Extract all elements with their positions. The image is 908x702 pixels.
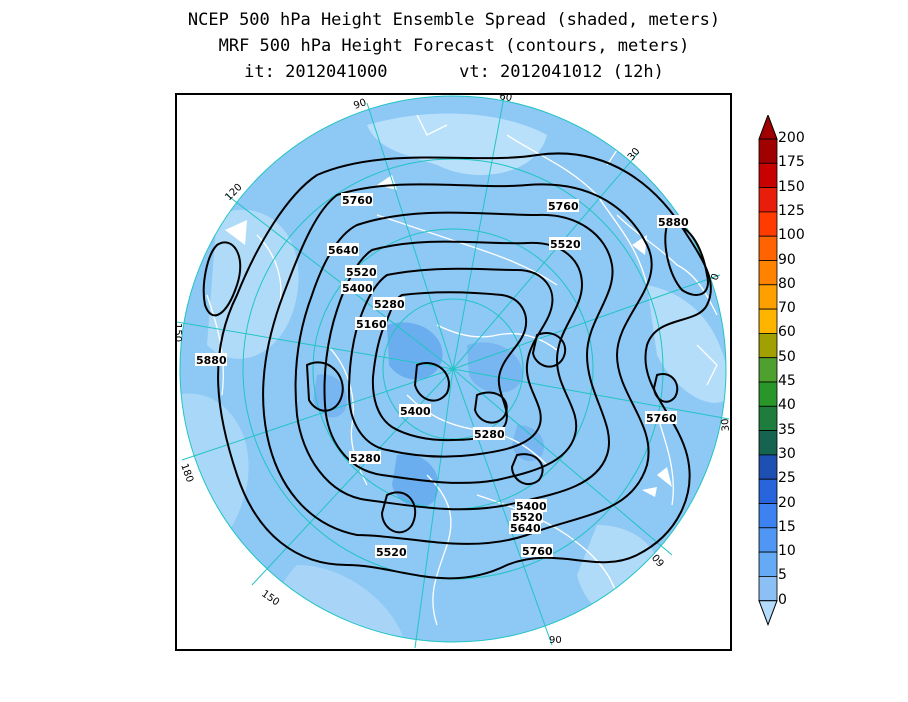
height-contours (202, 152, 712, 580)
contour-label: 5520 (550, 238, 581, 251)
map-frame: 60 30 0 30 60 90 120 150 180 150 120 90 (175, 93, 732, 651)
colorbar-bottom-arrow (758, 600, 778, 627)
colorbar-segment (758, 138, 778, 164)
colorbar-segment (758, 260, 778, 286)
colorbar-label: 25 (778, 470, 796, 487)
colorbar-label: 45 (778, 373, 796, 389)
colorbar-segment (758, 527, 778, 553)
polar-map: 60 30 0 30 60 90 120 150 180 150 120 90 (177, 95, 730, 649)
contour-label: 5760 (548, 200, 579, 213)
colorbar-segment (758, 162, 778, 188)
colorbar-label: 150 (778, 178, 805, 195)
ocean-area (647, 285, 726, 403)
contour-label: 5520 (376, 546, 407, 559)
colorbar-scale (758, 113, 778, 627)
colorbar-label: 5 (778, 567, 787, 584)
colorbar-label: 20 (778, 494, 796, 511)
lon-label: 30 (720, 418, 730, 432)
lon-label: 60 (498, 95, 512, 104)
contour-label: 5160 (356, 318, 387, 331)
contour-label: 5880 (658, 216, 689, 229)
contour-label: 5760 (522, 545, 553, 558)
colorbar-segment (758, 357, 778, 383)
contour-labels: 5760 5760 5880 5640 5520 5520 5400 5280 … (195, 193, 689, 559)
colorbar-label: 30 (778, 445, 796, 462)
colorbar-label: 100 (778, 227, 805, 244)
lon-label: 0 (709, 272, 722, 282)
colorbar-label: 10 (778, 543, 796, 560)
colorbar-label: 50 (778, 348, 796, 365)
colorbar-segment (758, 381, 778, 407)
colorbar-segment (758, 478, 778, 504)
contour-label: 5400 (342, 282, 373, 295)
lon-label: 90 (549, 635, 562, 646)
colorbar-label: 60 (778, 324, 796, 341)
colorbar-label: 70 (778, 300, 796, 317)
chart-title-line1: NCEP 500 hPa Height Ensemble Spread (sha… (187, 10, 721, 30)
colorbar-segment (758, 211, 778, 237)
colorbar-label: 90 (778, 251, 796, 268)
colorbar-segment (758, 187, 778, 213)
contour-label: 5640 (328, 244, 359, 257)
colorbar-segment (758, 308, 778, 334)
colorbar-segment (758, 454, 778, 480)
contour-label: 5760 (342, 194, 373, 207)
colorbar-label: 125 (778, 202, 805, 219)
contour-label: 5520 (346, 266, 377, 279)
ocean-area (207, 209, 299, 359)
colorbar-segment (758, 430, 778, 456)
colorbar-segment (758, 405, 778, 431)
colorbar-label: 175 (778, 154, 805, 171)
colorbar-label: 40 (778, 397, 796, 414)
chart-title-line3: it: 2012041000 vt: 2012041012 (12h) (244, 62, 664, 82)
colorbar-label: 35 (778, 421, 796, 438)
chart-title-line2: MRF 500 hPa Height Forecast (contours, m… (218, 36, 690, 56)
spread-patch (313, 374, 347, 418)
contour-label: 5640 (510, 522, 541, 535)
colorbar: 200 175 150 125 100 90 80 70 60 50 45 40 35 30 25 20 15 1… (758, 113, 805, 631)
contour-label: 5520 (512, 511, 543, 524)
contour-label: 5280 (374, 298, 405, 311)
ocean-area (367, 113, 547, 175)
colorbar-label: 200 (778, 130, 805, 146)
colorbar-segment (758, 284, 778, 310)
contour-label: 5880 (196, 354, 227, 367)
colorbar-label: 15 (778, 518, 796, 535)
spread-patch (512, 425, 545, 462)
contour-label: 5400 (400, 405, 431, 418)
contour-label: 5400 (516, 500, 547, 513)
lon-label: 150 (177, 323, 183, 342)
lon-label: 150 (259, 588, 281, 608)
contour-label: 5280 (350, 452, 381, 465)
contour-label: 5280 (474, 428, 505, 441)
colorbar-segment (758, 575, 778, 602)
lon-label: 90 (352, 97, 368, 112)
colorbar-segment (758, 503, 778, 529)
colorbar-segment (758, 235, 778, 261)
colorbar-label: 80 (778, 275, 796, 292)
contour-label: 5760 (646, 412, 677, 425)
colorbar-top-arrow (758, 113, 778, 140)
lon-label: 180 (178, 462, 195, 484)
colorbar-label: 0 (778, 591, 787, 608)
colorbar-segment (758, 551, 778, 577)
colorbar-segment (758, 332, 778, 359)
